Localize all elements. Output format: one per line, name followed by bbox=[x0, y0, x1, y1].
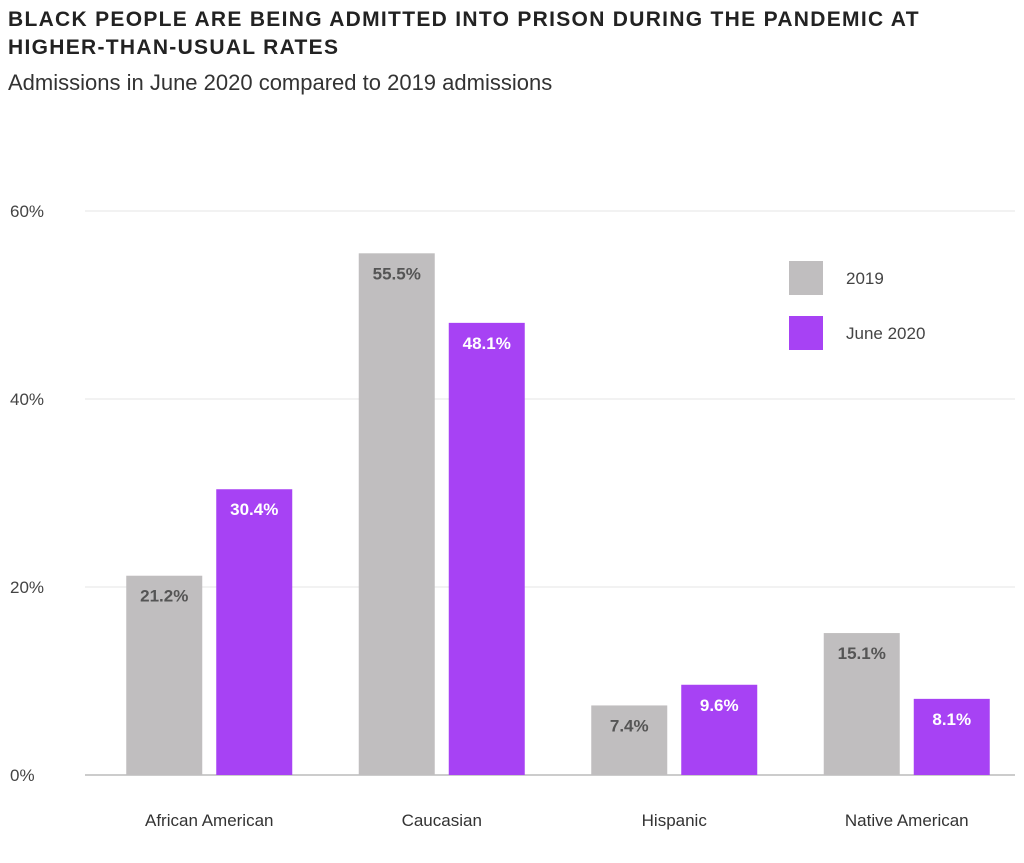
bar bbox=[126, 575, 203, 775]
bar bbox=[591, 705, 668, 775]
bar bbox=[216, 489, 293, 775]
y-tick-label: 0% bbox=[10, 766, 35, 785]
y-tick-label: 40% bbox=[10, 390, 44, 409]
x-tick-label: Hispanic bbox=[642, 811, 708, 830]
x-tick-label: Caucasian bbox=[402, 811, 482, 830]
y-tick-label: 60% bbox=[10, 202, 44, 221]
bar bbox=[448, 322, 525, 775]
data-label: 8.1% bbox=[932, 710, 971, 729]
x-tick-label: African American bbox=[145, 811, 274, 830]
data-label: 21.2% bbox=[140, 587, 188, 606]
data-label: 15.1% bbox=[838, 644, 886, 663]
bar bbox=[358, 253, 435, 776]
legend-label: 2019 bbox=[846, 269, 884, 288]
legend-swatch bbox=[789, 261, 823, 295]
data-label: 30.4% bbox=[230, 500, 278, 519]
data-label: 9.6% bbox=[700, 696, 739, 715]
data-label: 48.1% bbox=[463, 334, 511, 353]
data-label: 7.4% bbox=[610, 716, 649, 735]
legend-swatch bbox=[789, 316, 823, 350]
chart-subtitle: Admissions in June 2020 compared to 2019… bbox=[8, 70, 553, 95]
chart-title: BLACK PEOPLE ARE BEING ADMITTED INTO PRI… bbox=[8, 8, 920, 59]
x-tick-label: Native American bbox=[845, 811, 969, 830]
data-label: 55.5% bbox=[373, 264, 421, 283]
y-tick-label: 20% bbox=[10, 578, 44, 597]
legend-label: June 2020 bbox=[846, 324, 925, 343]
bar bbox=[681, 684, 758, 775]
bar bbox=[823, 633, 900, 775]
bar bbox=[913, 698, 990, 775]
